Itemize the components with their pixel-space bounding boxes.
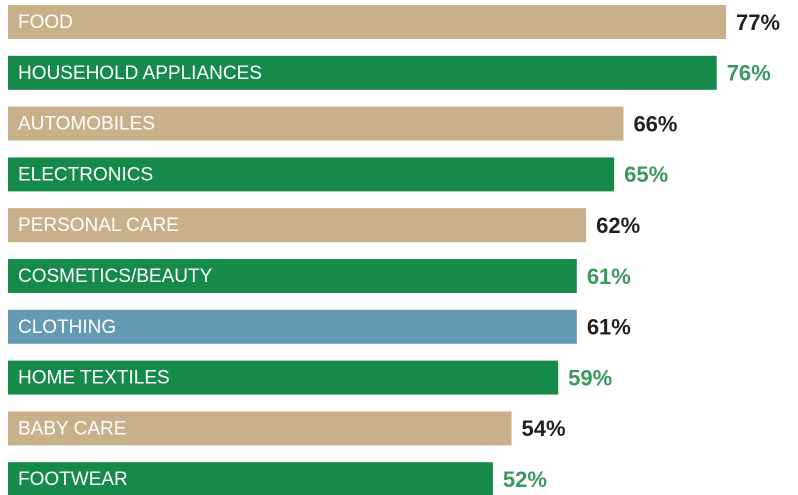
- bar: [8, 309, 577, 344]
- bar: [8, 106, 624, 141]
- bar: [8, 462, 493, 495]
- category-label: FOOTWEAR: [18, 469, 128, 490]
- bar: [8, 208, 587, 243]
- bar: [8, 157, 615, 192]
- value-label: 65%: [624, 162, 668, 187]
- value-label: 61%: [587, 264, 631, 289]
- value-label: 52%: [503, 467, 547, 492]
- value-label: 66%: [633, 111, 677, 136]
- value-label: 59%: [568, 365, 612, 390]
- value-label: 76%: [727, 61, 771, 86]
- category-label: HOME TEXTILES: [18, 368, 170, 389]
- category-label: FOOD: [18, 12, 73, 33]
- bar: [8, 55, 717, 90]
- category-label: AUTOMOBILES: [18, 114, 155, 135]
- value-label: 61%: [587, 315, 631, 340]
- category-label: PERSONAL CARE: [18, 215, 179, 236]
- category-label: HOUSEHOLD APPLIANCES: [18, 63, 262, 84]
- value-label: 62%: [596, 213, 640, 238]
- bar: [8, 411, 512, 446]
- category-label: CLOTHING: [18, 317, 116, 338]
- category-label: COSMETICS/BEAUTY: [18, 266, 213, 287]
- category-label: BABY CARE: [18, 418, 126, 439]
- category-label: ELECTRONICS: [18, 164, 153, 185]
- bar: [8, 360, 559, 395]
- bar: [8, 259, 577, 293]
- value-label: 77%: [736, 10, 780, 35]
- bar: [8, 5, 727, 39]
- value-label: 54%: [522, 416, 566, 441]
